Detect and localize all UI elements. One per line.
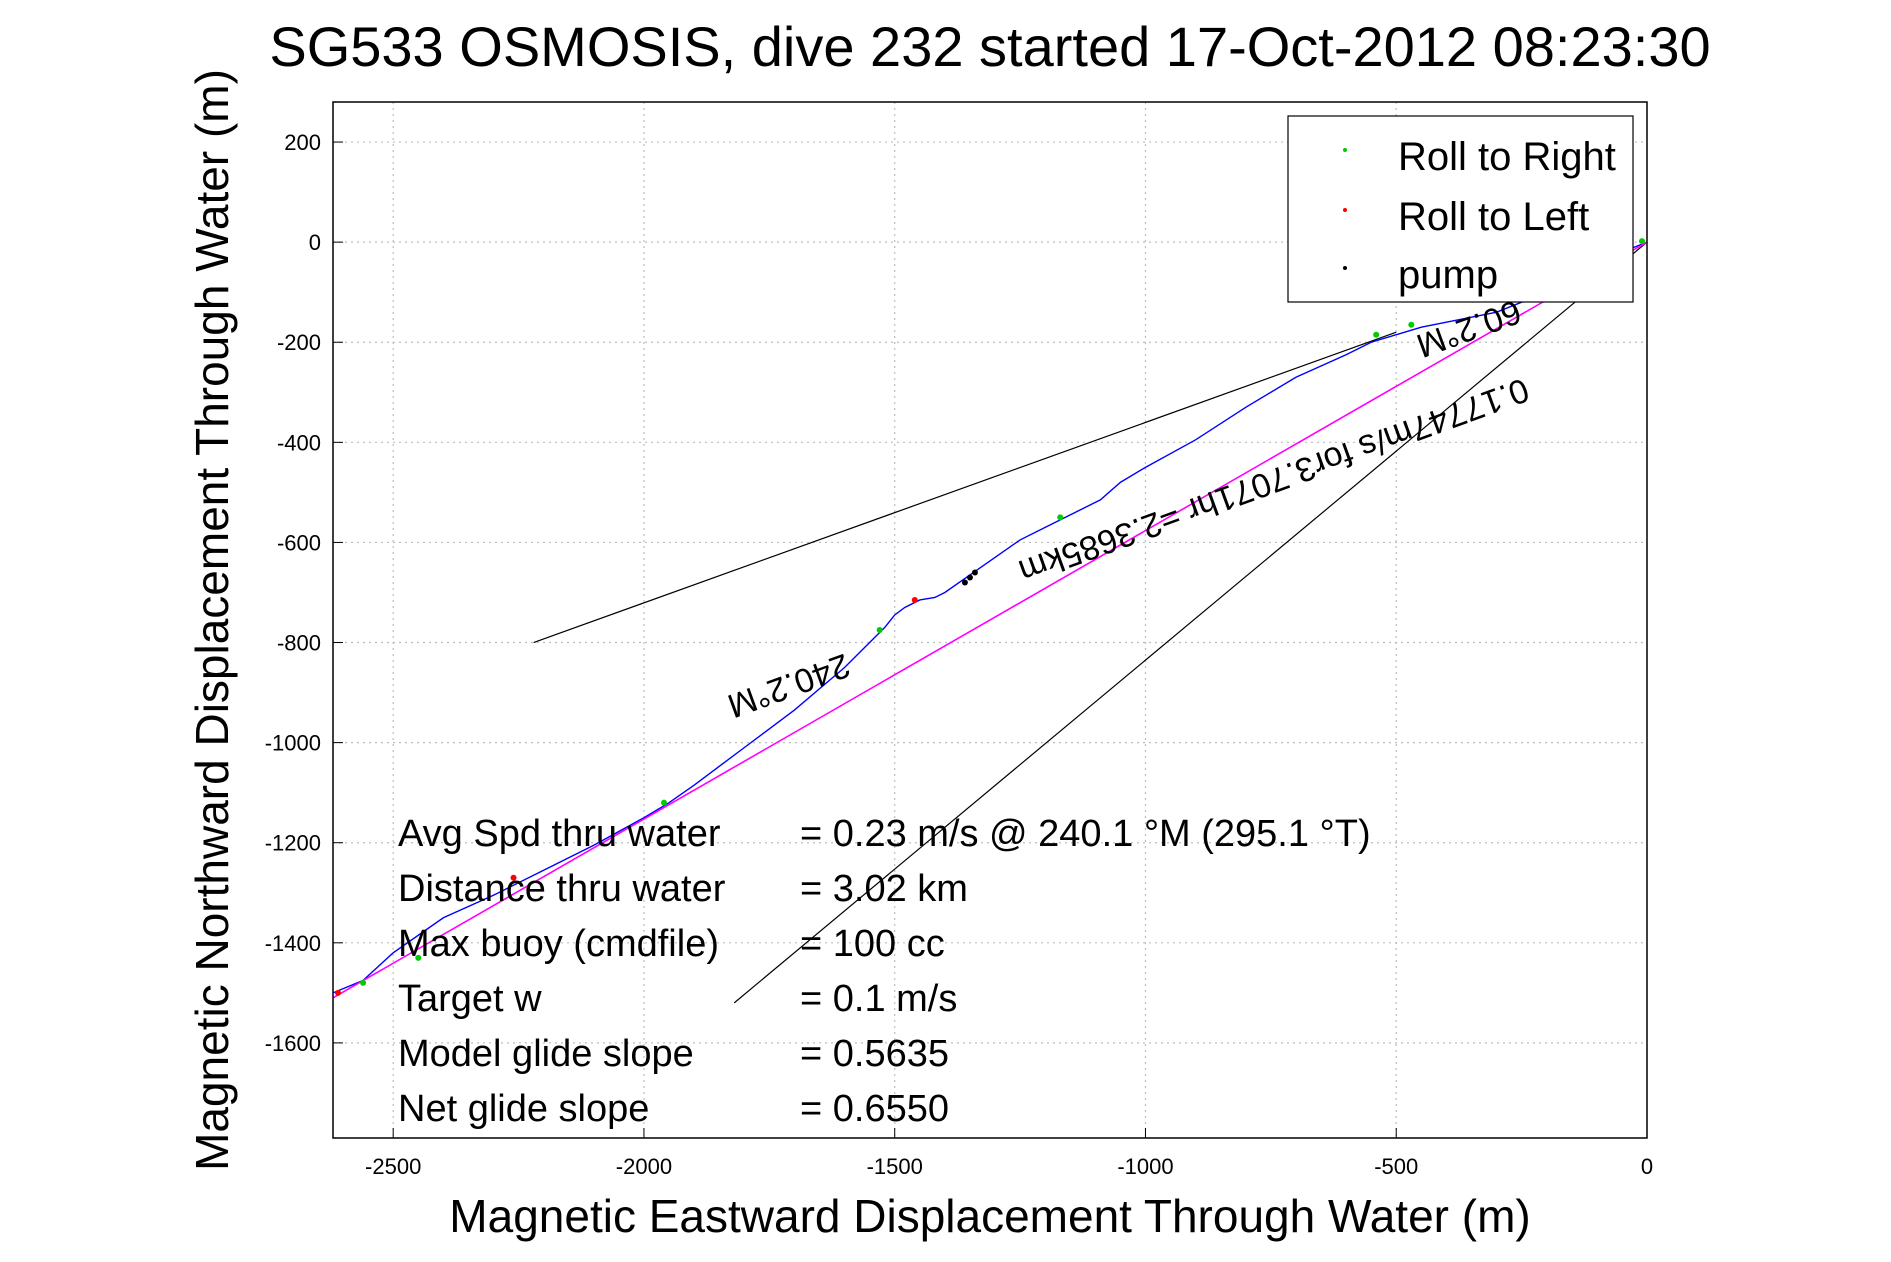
y-tick-label: -1000	[265, 731, 321, 756]
chart-title: SG533 OSMOSIS, dive 232 started 17-Oct-2…	[269, 15, 1710, 78]
guide-line	[533, 331, 1397, 644]
legend-marker-roll-right	[1343, 148, 1347, 152]
y-tick-label: -1200	[265, 831, 321, 856]
y-tick-label: -600	[277, 530, 321, 555]
roll-right-marker	[1373, 331, 1380, 338]
roll-left-marker	[911, 596, 918, 603]
pump-marker	[961, 579, 968, 586]
y-tick-label: -200	[277, 330, 321, 355]
legend-label-roll-left: Roll to Left	[1398, 195, 1589, 239]
stat-label: Net glide slope	[398, 1088, 649, 1130]
legend-label-roll-right: Roll to Right	[1398, 135, 1616, 179]
y-tick-label: -1600	[265, 1031, 321, 1056]
stat-label: Distance thru water	[398, 868, 726, 910]
roll-right-marker	[1408, 321, 1415, 328]
legend-marker-pump	[1343, 266, 1347, 270]
roll-right-marker	[415, 954, 422, 961]
pump-marker	[971, 569, 978, 576]
stat-value: = 0.6550	[800, 1088, 949, 1130]
x-axis-label: Magnetic Eastward Displacement Through W…	[449, 1190, 1530, 1242]
x-tick-label: -500	[1374, 1154, 1418, 1179]
guide-line	[733, 241, 1648, 1004]
stat-value: = 3.02 km	[800, 868, 968, 910]
x-tick-label: -1500	[867, 1154, 923, 1179]
stat-value: = 0.23 m/s @ 240.1 °M (295.1 °T)	[800, 813, 1371, 855]
pump-marker	[966, 574, 973, 581]
y-tick-labels: 200 0 -200 -400 -600 -800 -1000 -1200 -1400 -1600	[265, 130, 321, 1056]
roll-right-marker	[1638, 238, 1645, 245]
x-tick-label: -1000	[1117, 1154, 1173, 1179]
roll-left-marker	[335, 989, 342, 996]
stat-label: Max buoy (cmdfile)	[398, 923, 719, 965]
y-tick-label: -1400	[265, 931, 321, 956]
stats-block: Avg Spd thru water = 0.23 m/s @ 240.1 °M …	[398, 813, 1371, 1130]
series-group	[332, 241, 1648, 999]
stat-label: Model glide slope	[398, 1033, 694, 1075]
legend: Roll to Right Roll to Left pump	[1287, 115, 1634, 303]
net-displacement-line	[332, 241, 1648, 999]
x-tick-labels: -2500 -2000 -1500 -1000 -500 0	[365, 1154, 1653, 1179]
guide-lines	[533, 241, 1648, 1004]
y-tick-label: -800	[277, 631, 321, 656]
roll-right-marker	[661, 799, 668, 806]
legend-label-pump: pump	[1398, 253, 1498, 297]
y-tick-label: 200	[284, 130, 321, 155]
x-tick-label: -2000	[616, 1154, 672, 1179]
y-axis-label: Magnetic Northward Displacement Through …	[186, 69, 238, 1171]
roll-right-marker	[876, 627, 883, 634]
roll-right-marker	[1057, 514, 1064, 521]
grid	[333, 102, 1648, 1138]
legend-marker-roll-left	[1343, 208, 1347, 212]
stat-value: = 0.1 m/s	[800, 978, 957, 1020]
stat-label: Avg Spd thru water	[398, 813, 721, 855]
x-tick-label: 0	[1641, 1154, 1653, 1179]
plot-frame	[332, 101, 1648, 1139]
y-tick-label: 0	[309, 230, 321, 255]
roll-right-marker	[360, 979, 367, 986]
marker-group	[335, 238, 1645, 996]
stat-label: Target w	[398, 978, 542, 1020]
stat-value: = 0.5635	[800, 1033, 949, 1075]
y-tick-label: -400	[277, 430, 321, 455]
track-line	[332, 241, 1648, 994]
roll-left-marker	[510, 874, 517, 881]
x-tick-label: -2500	[365, 1154, 421, 1179]
stat-value: = 100 cc	[800, 923, 945, 965]
